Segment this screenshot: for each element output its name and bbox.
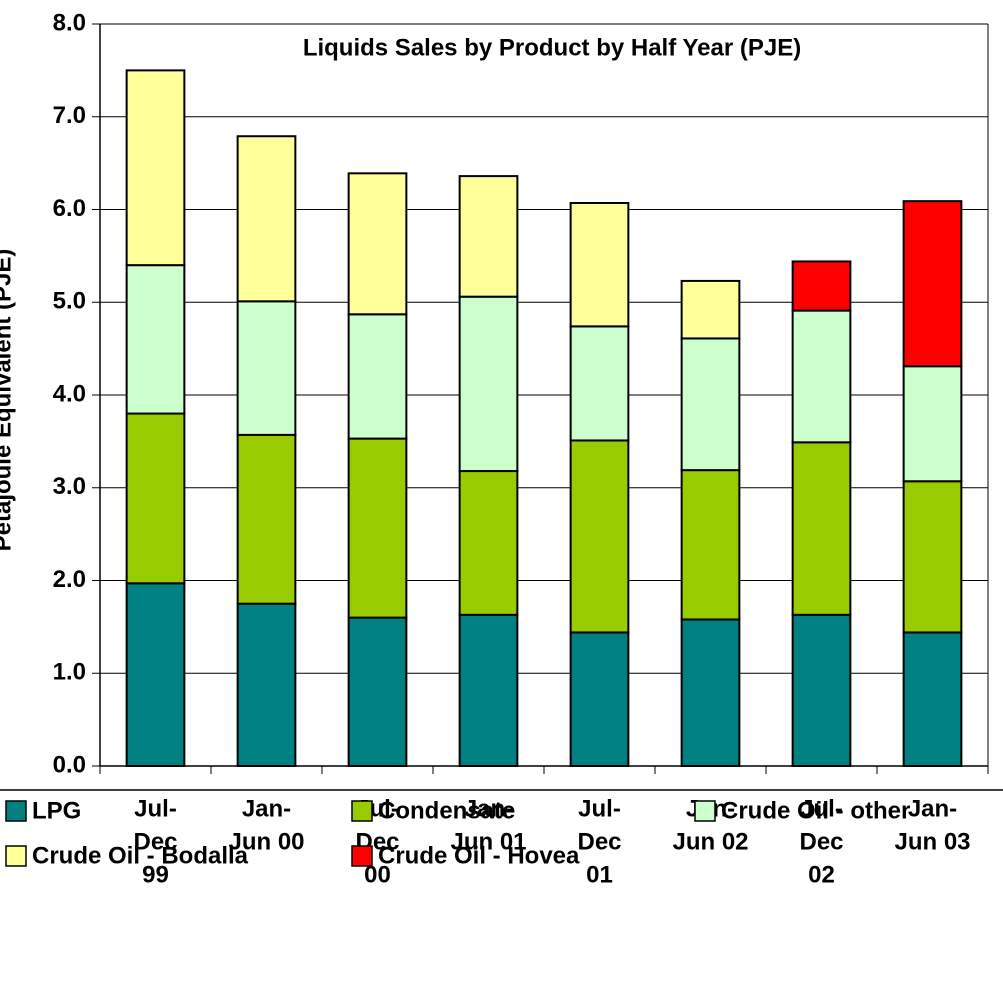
x-tick-label: Jun 03 bbox=[894, 828, 970, 855]
x-tick-label: Jun 00 bbox=[228, 828, 304, 855]
legend-label: Crude Oil - Hovea bbox=[378, 842, 580, 869]
plot: 0.0 1.0 2.0 3.0 4.0 5.0 6.0 7.0 8.0 Jul- Dec 99 Jan-… bbox=[0, 9, 1003, 888]
bar-segment bbox=[125, 582, 186, 767]
bar-segment bbox=[458, 613, 519, 767]
bar-segment bbox=[791, 260, 852, 312]
bar-segment bbox=[791, 441, 852, 616]
legend-swatch bbox=[694, 800, 716, 822]
x-tick-label: 01 bbox=[586, 861, 613, 888]
y-axis-title: Petajoule Equivalent (PJE) bbox=[0, 249, 16, 552]
bar-segment bbox=[347, 313, 408, 440]
bar-segment bbox=[902, 365, 963, 483]
x-tick-label: Jan- bbox=[908, 795, 957, 822]
bar-segment bbox=[458, 175, 519, 298]
bar-segment bbox=[125, 412, 186, 585]
legend-swatch bbox=[5, 800, 27, 822]
bar-segment bbox=[458, 295, 519, 473]
y-tick-label: 2.0 bbox=[53, 566, 86, 593]
legend-label: Crude Oil - other bbox=[721, 797, 910, 824]
y-tick-label: 8.0 bbox=[53, 9, 86, 36]
bar-segment bbox=[680, 337, 741, 472]
x-tick-label: Dec bbox=[577, 828, 621, 855]
bar-segment bbox=[236, 433, 297, 605]
legend-swatch bbox=[351, 800, 373, 822]
bar-segment bbox=[569, 631, 630, 767]
bar-segment bbox=[347, 616, 408, 767]
x-tick-label: Jun 02 bbox=[672, 828, 748, 855]
bar-segment bbox=[236, 300, 297, 436]
x-tick-label: 99 bbox=[142, 861, 169, 888]
x-tick-label: Dec bbox=[799, 828, 843, 855]
x-tick-label: Jul- bbox=[134, 795, 177, 822]
x-tick-label: Jan- bbox=[464, 795, 513, 822]
bar-segment bbox=[902, 480, 963, 634]
y-tick-label: 5.0 bbox=[53, 288, 86, 315]
y-tick-label: 6.0 bbox=[53, 195, 86, 222]
x-tick-label: Jul- bbox=[578, 795, 621, 822]
y-tick-label: 4.0 bbox=[53, 380, 86, 407]
chart-title: Liquids Sales by Product by Half Year (P… bbox=[303, 34, 801, 61]
legend-swatch bbox=[5, 845, 27, 867]
bar-segment bbox=[347, 437, 408, 619]
bar-segment bbox=[680, 279, 741, 340]
y-tick-label: 3.0 bbox=[53, 473, 86, 500]
bar-segment bbox=[791, 309, 852, 444]
bar-segment bbox=[902, 631, 963, 767]
y-tick-label: 1.0 bbox=[53, 659, 86, 686]
bar-segment bbox=[680, 469, 741, 621]
bar-segment bbox=[347, 172, 408, 316]
x-tick-label: Jan- bbox=[242, 795, 291, 822]
x-tick-label: Jun 01 bbox=[450, 828, 526, 855]
x-tick-label: Dec bbox=[133, 828, 177, 855]
bar-segment bbox=[569, 325, 630, 442]
bar-segment bbox=[236, 135, 297, 303]
bar-segment bbox=[791, 613, 852, 767]
legend-label: Crude Oil - Bodalla bbox=[32, 842, 249, 869]
bar-segment bbox=[458, 470, 519, 616]
bar-segment bbox=[125, 264, 186, 415]
bar-segment bbox=[125, 69, 186, 267]
y-tick-label: 0.0 bbox=[53, 751, 86, 778]
legend-swatch bbox=[351, 845, 373, 867]
legend-label: Condensate bbox=[378, 797, 515, 824]
legend-label: LPG bbox=[32, 797, 81, 824]
legend-box bbox=[0, 789, 1003, 791]
bar-segment bbox=[569, 202, 630, 328]
bar-segment bbox=[569, 439, 630, 634]
bar-segment bbox=[902, 200, 963, 368]
x-tick-label: Jul- bbox=[800, 795, 843, 822]
y-tick-label: 7.0 bbox=[53, 102, 86, 129]
bar-segment bbox=[680, 618, 741, 768]
x-tick-label: 02 bbox=[808, 861, 835, 888]
bar-segment bbox=[236, 602, 297, 767]
